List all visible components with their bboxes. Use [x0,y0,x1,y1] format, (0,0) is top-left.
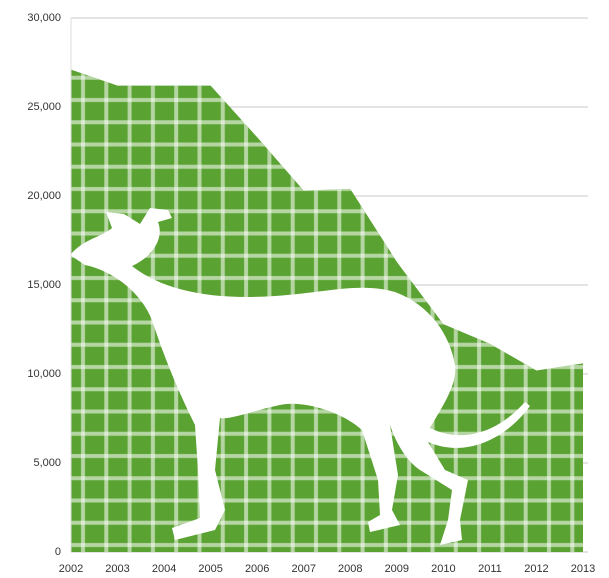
y-tick-label: 5,000 [33,457,61,469]
x-tick-label: 2011 [478,563,502,575]
y-tick-label: 30,000 [27,12,61,24]
x-tick-label: 2008 [338,563,362,575]
x-tick-label: 2012 [524,563,548,575]
x-tick-label: 2006 [245,563,269,575]
x-tick-label: 2010 [431,563,455,575]
chart: 0 5,000 10,000 15,000 20,000 25,000 30,000 2002… [0,0,609,578]
y-tick-label: 10,000 [27,368,61,380]
x-tick-label: 2007 [291,563,315,575]
y-tick-label: 25,000 [27,101,61,113]
x-tick-label: 2003 [105,563,129,575]
y-tick-label: 20,000 [27,190,61,202]
x-tick-label: 2004 [152,563,176,575]
x-tick-label: 2002 [59,563,83,575]
y-tick-label: 0 [55,546,61,558]
y-tick-label: 15,000 [27,279,61,291]
x-tick-label: 2009 [385,563,409,575]
x-tick-label: 2005 [198,563,222,575]
page: 0 5,000 10,000 15,000 20,000 25,000 30,000 2002… [0,0,609,578]
x-tick-label: 2013 [571,563,595,575]
